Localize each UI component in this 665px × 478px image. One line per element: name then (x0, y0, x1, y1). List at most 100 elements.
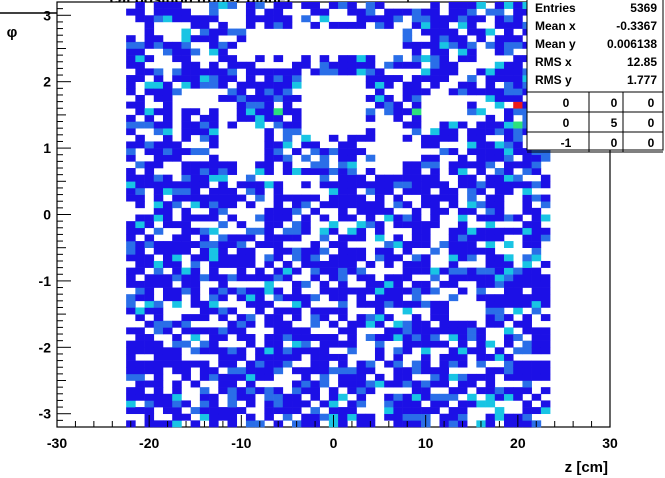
heatmap-cell (384, 75, 394, 82)
heatmap-cell (494, 75, 505, 82)
heatmap-cell (411, 367, 422, 375)
heatmap-cell (227, 347, 238, 355)
heatmap-cell (209, 373, 219, 381)
heatmap-cell (328, 294, 339, 302)
heatmap-cell (374, 15, 385, 23)
heatmap-cell (411, 327, 422, 335)
heatmap-cell (347, 187, 357, 195)
heatmap-cell (504, 181, 514, 189)
heatmap-cell (457, 15, 468, 23)
heatmap-cell (365, 168, 376, 175)
heatmap-cell (494, 48, 505, 56)
heatmap-cell (153, 2, 164, 9)
heatmap-cell (181, 280, 191, 288)
heatmap-cell (365, 334, 376, 341)
heatmap-cell (135, 287, 145, 295)
heatmap-cell (301, 260, 311, 268)
heatmap-cell (245, 287, 256, 295)
heatmap-cell (227, 413, 238, 421)
heatmap-cell (153, 75, 164, 82)
heatmap-cell (301, 134, 311, 142)
heatmap-cell (144, 393, 155, 401)
heatmap-cell (227, 75, 238, 82)
heatmap-cell (319, 267, 330, 275)
heatmap-cell (227, 94, 238, 102)
heatmap-cell (218, 360, 228, 368)
heatmap-cell (393, 55, 403, 63)
heatmap-cell (282, 260, 293, 268)
heatmap-cell (245, 300, 256, 308)
heatmap-cell (162, 181, 173, 189)
heatmap-cell (384, 407, 394, 415)
heatmap-cell (264, 168, 274, 175)
heatmap-cell (338, 2, 348, 9)
heatmap-cell (255, 168, 265, 175)
heatmap-cell (494, 207, 505, 215)
heatmap-cell (393, 234, 403, 242)
heatmap-cell (476, 2, 486, 9)
heatmap-cell (245, 360, 256, 368)
heatmap-cell (531, 334, 542, 341)
heatmap-cell (310, 353, 320, 361)
heatmap-cell (467, 15, 477, 23)
heatmap-cell (374, 207, 385, 215)
heatmap-cell (430, 393, 440, 401)
heatmap-cell (504, 128, 514, 136)
heatmap-cell (319, 360, 330, 368)
heatmap-cell (135, 194, 145, 202)
heatmap-cell (402, 393, 413, 401)
heatmap-cell (273, 141, 284, 149)
heatmap-cell (504, 94, 514, 102)
heatmap-cell (135, 347, 145, 355)
heatmap-cell (227, 55, 238, 63)
heatmap-cell (522, 194, 532, 202)
heatmap-cell (218, 334, 228, 341)
heatmap-cell (218, 347, 228, 355)
heatmap-cell (485, 221, 496, 229)
heatmap-cell (126, 35, 136, 43)
heatmap-cell (504, 360, 514, 368)
heatmap-cell (126, 294, 136, 302)
heatmap-cell (365, 413, 376, 421)
heatmap-cell (292, 194, 302, 202)
heatmap-cell (402, 214, 413, 222)
heatmap-cell (236, 393, 247, 401)
heatmap-cell (218, 55, 228, 63)
heatmap-cell (126, 187, 136, 195)
heatmap-cell (448, 68, 459, 76)
heatmap-cell (236, 101, 247, 109)
heatmap-cell (135, 141, 145, 149)
heatmap-cell (162, 221, 173, 229)
heatmap-cell (421, 267, 431, 275)
heatmap-cell (236, 61, 247, 69)
heatmap-cell (476, 148, 486, 156)
heatmap-cell (457, 154, 468, 162)
heatmap-cell (144, 347, 155, 355)
heatmap-cell (476, 141, 486, 149)
heatmap-cell (190, 314, 201, 322)
heatmap-cell (384, 287, 394, 295)
heatmap-cell (236, 294, 247, 302)
heatmap-cell (402, 373, 413, 381)
heatmap-cell (273, 334, 284, 341)
heatmap-cell (172, 347, 182, 355)
heatmap-cell (448, 280, 459, 288)
heatmap-cell (448, 353, 459, 361)
heatmap-cell (328, 387, 339, 395)
heatmap-cell (430, 21, 440, 29)
heatmap-cell (338, 327, 348, 335)
heatmap-cell (209, 194, 219, 202)
heatmap-cell (485, 393, 496, 401)
heatmap-cell (153, 128, 164, 136)
heatmap-cell (236, 267, 247, 275)
heatmap-cell (282, 21, 293, 29)
heatmap-cell (522, 254, 532, 262)
heatmap-cell (181, 194, 191, 202)
heatmap-cell (135, 334, 145, 341)
heatmap-cell (384, 254, 394, 262)
heatmap-cell (135, 187, 145, 195)
heatmap-cell (457, 334, 468, 341)
heatmap-cell (292, 347, 302, 355)
heatmap-cell (356, 314, 367, 322)
heatmap-cell (494, 21, 505, 29)
